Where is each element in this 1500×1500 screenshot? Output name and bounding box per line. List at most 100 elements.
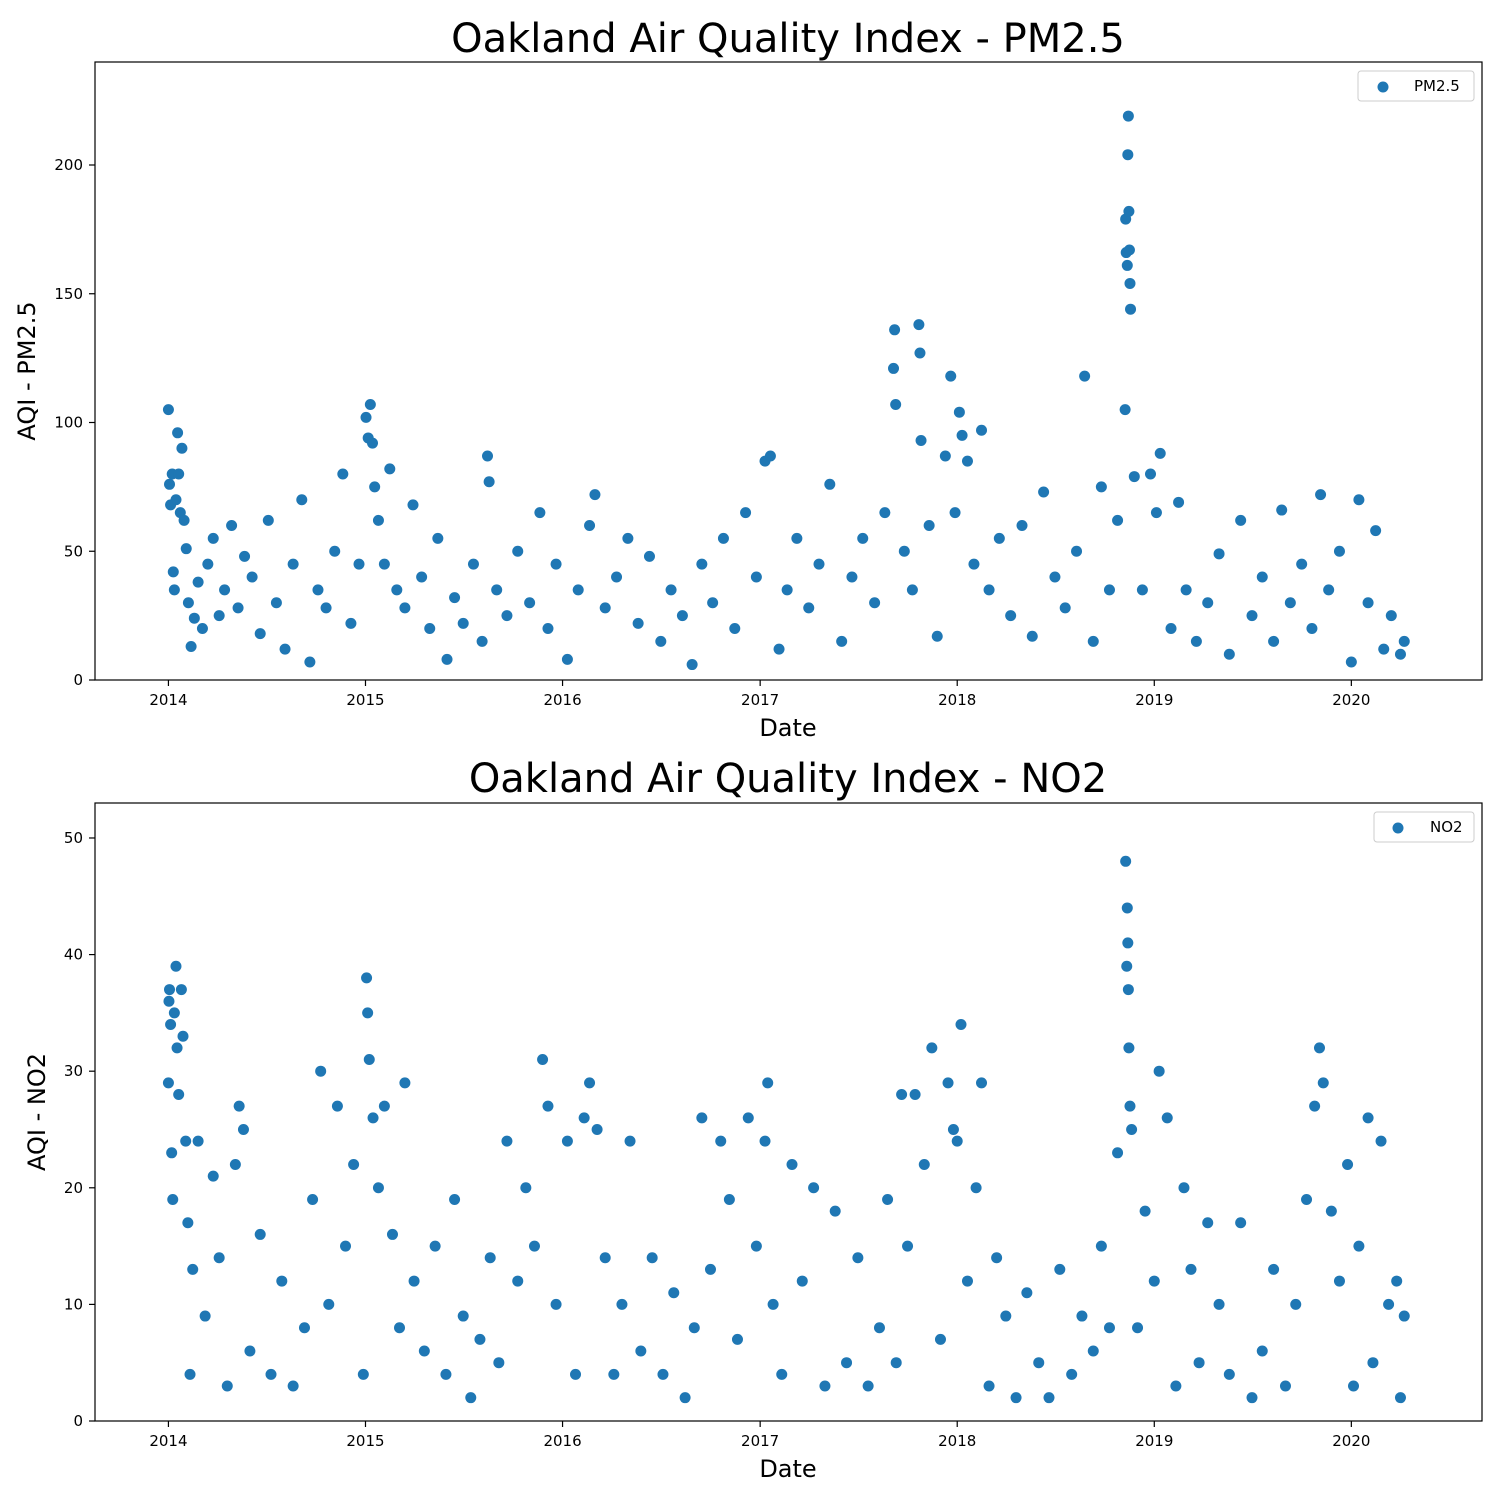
no2-data-point <box>561 1135 573 1147</box>
no2-data-point <box>599 1252 611 1264</box>
pm25-data-point <box>372 514 384 526</box>
no2-data-point <box>796 1275 808 1287</box>
no2-data-point <box>1301 1193 1313 1205</box>
no2-data-point <box>951 1135 963 1147</box>
no2-data-point <box>1010 1392 1022 1404</box>
pm25-points <box>162 110 1410 671</box>
no2-data-point <box>1095 1240 1107 1252</box>
no2-data-point <box>776 1368 788 1380</box>
pm25-data-point <box>1119 404 1131 416</box>
no2-data-point <box>1087 1345 1099 1357</box>
no2-data-point <box>942 1077 954 1089</box>
no2-x-axis-label: Date <box>759 1455 816 1483</box>
pm25-data-point <box>953 406 965 418</box>
pm25-data-point <box>1362 597 1374 609</box>
pm25-y-tick-label: 200 <box>54 156 83 174</box>
no2-data-point <box>474 1333 486 1345</box>
no2-data-point <box>184 1368 196 1380</box>
no2-data-point <box>624 1135 636 1147</box>
no2-data-point <box>229 1158 241 1170</box>
no2-data-point <box>1391 1275 1403 1287</box>
pm25-data-point <box>781 584 793 596</box>
no2-data-point <box>1375 1135 1387 1147</box>
no2-data-point <box>570 1368 582 1380</box>
no2-data-point <box>1161 1112 1173 1124</box>
pm25-data-point <box>729 623 741 634</box>
no2-data-point <box>1000 1310 1012 1322</box>
pm25-y-tick-label: 0 <box>73 671 83 689</box>
no2-data-point <box>528 1240 540 1252</box>
no2-legend-box <box>1373 811 1475 843</box>
pm25-data-point <box>983 584 995 596</box>
pm25-data-point <box>1180 584 1192 596</box>
no2-y-axis-label: AQI - NO2 <box>23 1053 51 1171</box>
no2-data-point <box>361 972 373 984</box>
no2-data-point <box>896 1089 908 1101</box>
no2-data-point <box>723 1193 735 1205</box>
pm25-data-point <box>750 571 762 583</box>
pm25-x-tick-label: 2018 <box>938 691 976 709</box>
pm25-data-point <box>1315 489 1327 501</box>
no2-data-point <box>1202 1217 1214 1229</box>
no2-data-point <box>162 1077 174 1089</box>
pm25-data-point <box>611 571 623 583</box>
no2-data-point <box>926 1042 938 1054</box>
pm25-data-point <box>1136 584 1148 596</box>
no2-y-tick-label: 50 <box>64 829 83 847</box>
pm25-data-point <box>961 455 973 467</box>
no2-data-point <box>1398 1310 1410 1322</box>
no2-data-point <box>429 1240 441 1252</box>
pm25-data-point <box>1125 303 1137 315</box>
pm25-data-point <box>424 623 436 634</box>
no2-data-point <box>584 1077 596 1089</box>
pm25-x-axis-label: Date <box>759 714 816 742</box>
no2-data-point <box>1103 1322 1115 1334</box>
pm25-legend-box <box>1357 70 1475 102</box>
pm25-data-point <box>643 550 655 562</box>
pm25-data-point <box>476 635 488 647</box>
no2-chart: Oakland Air Quality Index - NO2 2014 2015… <box>23 756 1483 1483</box>
pm25-data-point <box>1276 504 1288 516</box>
pm25-data-point <box>384 463 396 475</box>
no2-data-point <box>873 1322 885 1334</box>
no2-data-point <box>386 1228 398 1240</box>
pm25-data-point <box>803 602 815 614</box>
no2-data-point <box>177 1030 189 1042</box>
pm25-data-point <box>1123 205 1135 217</box>
no2-data-point <box>372 1182 384 1194</box>
pm25-data-point <box>1353 494 1365 506</box>
no2-data-point <box>679 1392 691 1404</box>
pm25-legend-marker <box>1377 81 1389 93</box>
pm25-data-point <box>202 558 214 570</box>
no2-data-point <box>902 1240 914 1252</box>
no2-data-point <box>357 1368 369 1380</box>
no2-data-point <box>1193 1357 1205 1369</box>
no2-data-point <box>192 1135 204 1147</box>
pm25-data-point <box>162 404 174 416</box>
pm25-data-point <box>180 543 192 555</box>
pm25-x-tick-label: 2014 <box>149 691 187 709</box>
no2-data-point <box>1223 1368 1235 1380</box>
pm25-data-point <box>296 494 308 506</box>
pm25-data-point <box>717 532 729 544</box>
no2-data-point <box>199 1310 211 1322</box>
no2-data-point <box>187 1263 199 1275</box>
pm25-data-point <box>182 597 194 609</box>
pm25-data-point <box>976 424 988 436</box>
pm25-data-point <box>391 584 403 596</box>
no2-data-point <box>688 1322 700 1334</box>
pm25-data-point <box>846 571 858 583</box>
pm25-data-point <box>491 584 503 596</box>
pm25-data-point <box>407 499 419 511</box>
pm25-plot-frame <box>94 61 1483 681</box>
no2-data-point <box>591 1123 603 1135</box>
no2-data-point <box>715 1135 727 1147</box>
no2-data-point <box>862 1380 874 1392</box>
no2-data-point <box>1279 1380 1291 1392</box>
pm25-data-point <box>1370 525 1382 537</box>
no2-data-point <box>465 1392 477 1404</box>
no2-y-tick-label: 10 <box>64 1295 83 1313</box>
no2-data-point <box>394 1322 406 1334</box>
pm25-data-point <box>226 520 238 531</box>
